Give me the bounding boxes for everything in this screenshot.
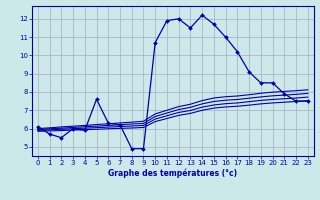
X-axis label: Graphe des températures (°c): Graphe des températures (°c) [108,169,237,178]
